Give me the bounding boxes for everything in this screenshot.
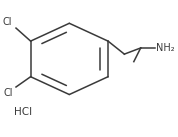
Text: Cl: Cl <box>3 88 13 98</box>
Text: NH₂: NH₂ <box>156 43 175 53</box>
Text: HCl: HCl <box>14 107 32 117</box>
Text: Cl: Cl <box>2 17 12 27</box>
